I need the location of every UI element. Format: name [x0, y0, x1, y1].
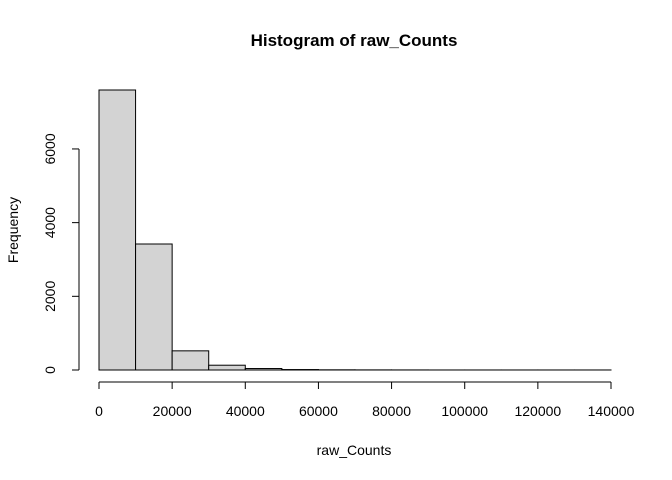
y-axis-label: Frequency [5, 197, 21, 263]
chart-title: Histogram of raw_Counts [251, 31, 458, 50]
x-tick-label: 60000 [299, 403, 338, 419]
x-axis-label: raw_Counts [317, 442, 392, 458]
x-tick-label: 80000 [372, 403, 411, 419]
y-tick-label: 2000 [42, 281, 58, 312]
y-axis: 0 2000 4000 6000 [42, 133, 80, 374]
x-tick-label: 20000 [153, 403, 192, 419]
x-tick-label: 120000 [514, 403, 561, 419]
y-tick-label: 6000 [42, 133, 58, 164]
x-axis: 0 20000 40000 60000 80000 100000 120000 140000 [95, 381, 635, 419]
y-tick-label: 4000 [42, 207, 58, 238]
histogram-bar-0 [98, 89, 137, 371]
x-tick-label: 40000 [226, 403, 265, 419]
histogram-bar-4 [244, 368, 283, 371]
x-tick-label: 0 [95, 403, 103, 419]
histogram-bar-2 [171, 350, 210, 371]
histogram-bar-3 [208, 364, 246, 371]
x-tick-label: 100000 [441, 403, 488, 419]
bars-group [98, 89, 612, 371]
histogram-bar-1 [135, 243, 173, 371]
x-tick-label: 140000 [588, 403, 635, 419]
y-tick-label: 0 [42, 366, 58, 374]
